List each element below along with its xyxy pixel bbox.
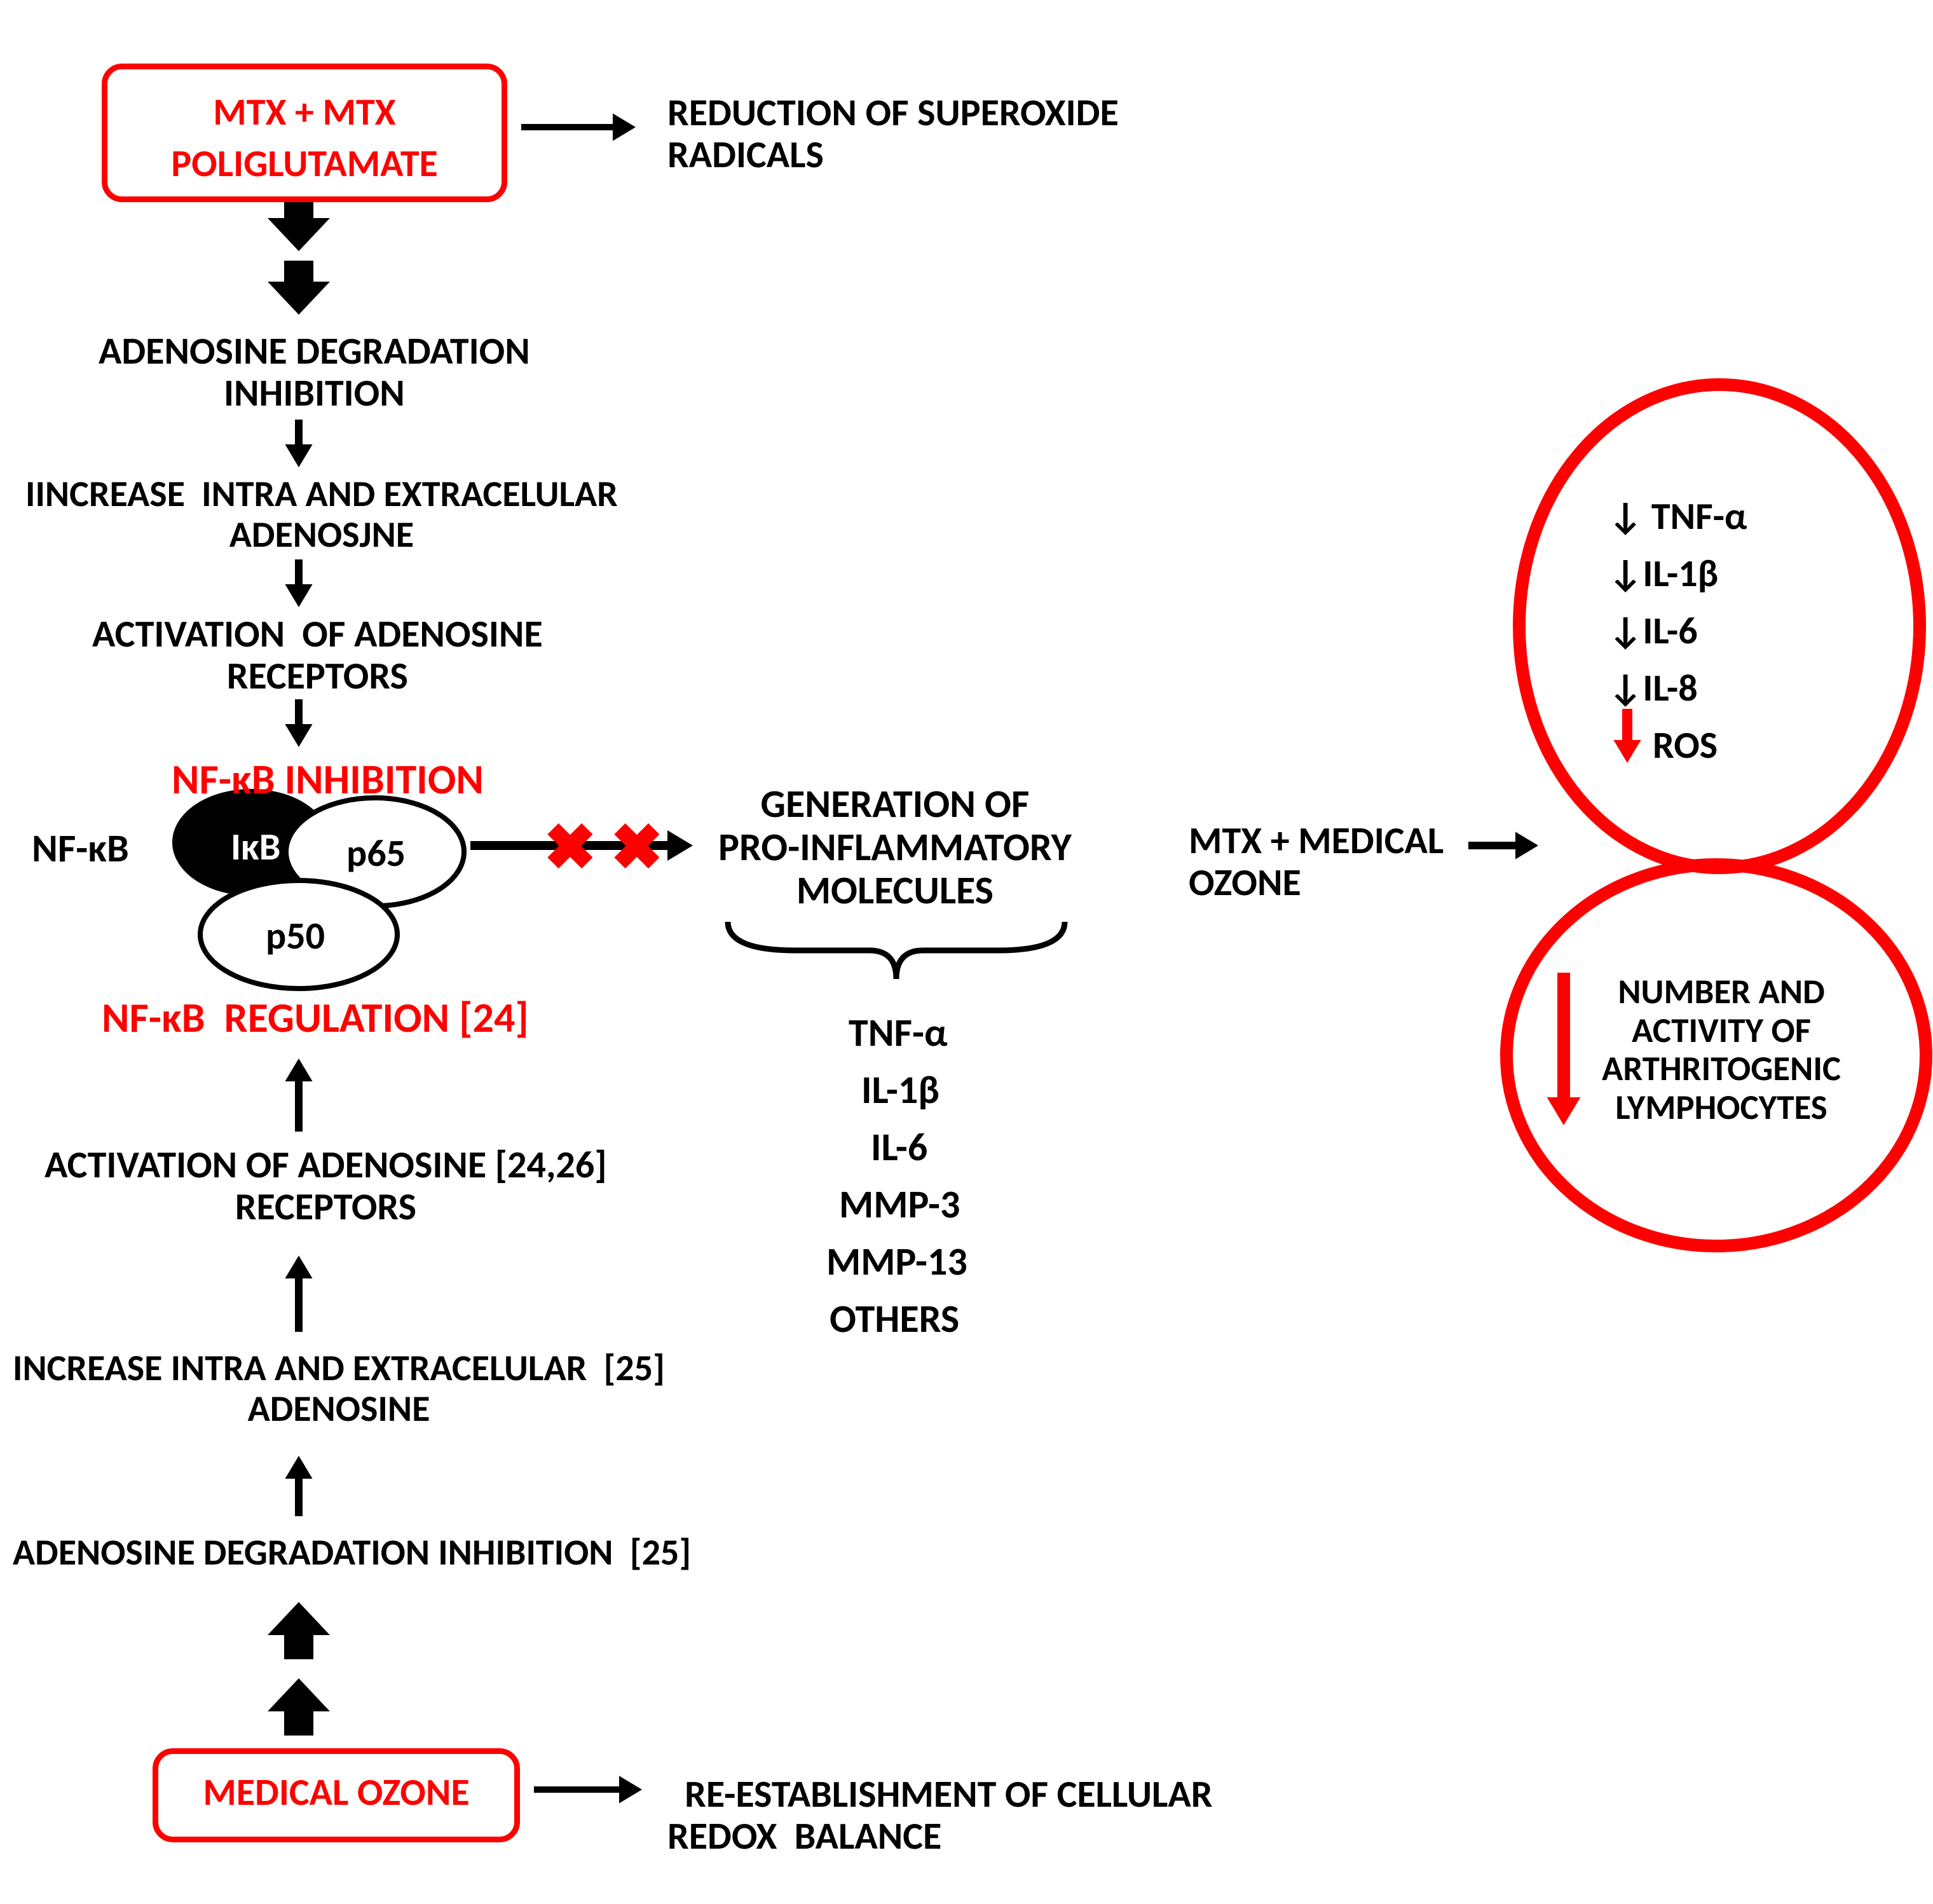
a-oz-right — [534, 1776, 642, 1803]
label-ikb: IκB — [231, 826, 280, 868]
label-mol-tnfa: TNF-α — [849, 1011, 948, 1054]
a-oz-up2 — [268, 1602, 330, 1659]
label-el-ros: ROS — [1653, 725, 1718, 767]
label-inc-aden-top: IINCREASE INTRA AND EXTRACELULAR ADENOSJ… — [25, 474, 618, 555]
label-mol-mmp13: MMP-13 — [826, 1240, 967, 1283]
label-act-rec-top: ACTIVATION OF ADENOSINE RECEPTORS — [92, 613, 543, 697]
label-el-tnfa: ↓ TNF-α — [1608, 496, 1747, 538]
label-adeg-top: ADENOSINE DEGRADATION INHIBITION — [99, 331, 530, 414]
label-p50: p50 — [266, 915, 325, 957]
label-el-il8: ↓IL-8 — [1608, 668, 1698, 709]
label-adeg-bot: ADENOSINE DEGRADATION INHIBITION [25] — [13, 1532, 691, 1573]
label-el-il1b: ↓IL-1β — [1608, 553, 1718, 595]
box-ozone-line1: MEDICAL OZONE — [158, 1772, 514, 1814]
a-bot-1 — [285, 1058, 312, 1132]
x-mark-2: ✖ — [610, 809, 664, 886]
label-nfkb: NF-κB — [32, 826, 129, 870]
label-act-rec-bot: ACTIVATION OF ADENOSINE [24,26] RECEPTOR… — [44, 1144, 607, 1228]
a-red-lymph — [1547, 973, 1581, 1125]
label-p65: p65 — [346, 833, 406, 875]
a-bot-3 — [285, 1456, 312, 1516]
a-bot-2 — [285, 1256, 312, 1332]
label-mol-mmp3: MMP-3 — [839, 1182, 960, 1226]
box-ozone: MEDICAL OZONE — [153, 1748, 520, 1842]
diagram-stage: MTX + MTX POLIGLUTAMATE MEDICAL OZONE RE… — [0, 0, 1933, 1904]
a-top-2 — [285, 559, 312, 607]
a-top-1 — [285, 420, 312, 467]
box-mtx: MTX + MTX POLIGLUTAMATE — [102, 64, 507, 202]
label-mol-il1b: IL-1β — [861, 1068, 939, 1111]
a-oz-up1 — [268, 1678, 330, 1736]
label-mol-others: OTHERS — [830, 1297, 959, 1340]
label-nfkb-inh: NF-κB INHIBITION — [172, 757, 484, 803]
a-mtx-down1 — [268, 197, 330, 251]
a-red-ros — [1613, 709, 1641, 763]
box-mtx-line2: POLIGLUTAMATE — [107, 143, 502, 185]
label-lymph: NUMBER AND ACTIVITY OF ARTHRITOGENIC LYM… — [1602, 973, 1841, 1127]
label-mtx-ozone-mid: MTX + MEDICAL OZONE — [1189, 820, 1444, 904]
a-mtx-right — [521, 113, 636, 140]
a-mtx-down2 — [268, 261, 330, 315]
brace-bottom — [728, 922, 1065, 979]
ellipse-red_top — [1519, 385, 1920, 868]
a-mtxoz-right — [1468, 832, 1538, 859]
label-inc-aden-bot: INCREASE INTRA AND EXTRACELULAR [25] ADE… — [13, 1348, 665, 1429]
label-gen-proinfl: GENERATION OF PRO-INFLAMMATORY MOLECULES — [718, 782, 1072, 912]
label-el-il6: ↓IL-6 — [1608, 610, 1698, 652]
label-nfkb-reg: NF-κB REGULATION [24] — [102, 995, 529, 1041]
box-mtx-line1: MTX + MTX — [107, 92, 502, 134]
label-reestablishment: RE-ESTABLISHMENT OF CELLULAR REDOX BALAN… — [667, 1774, 1213, 1858]
label-reduction: REDUCTION OF SUPEROXIDE RADICALS — [667, 92, 1119, 176]
x-mark-1: ✖ — [543, 809, 597, 886]
a-top-3 — [285, 699, 312, 747]
label-mol-il6: IL-6 — [871, 1125, 927, 1168]
